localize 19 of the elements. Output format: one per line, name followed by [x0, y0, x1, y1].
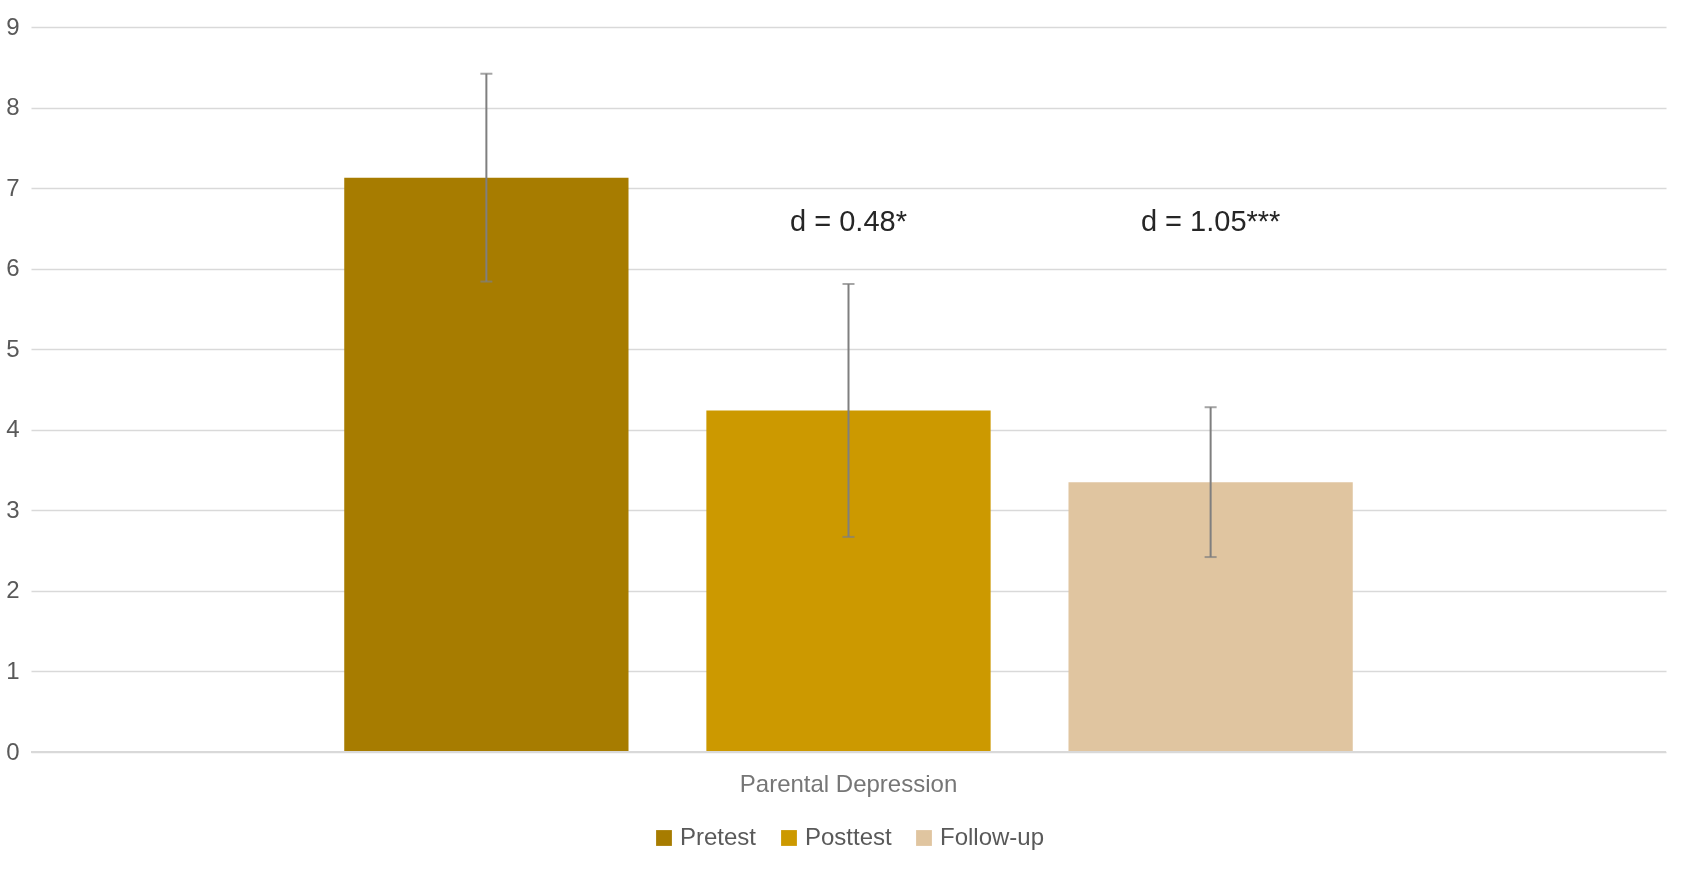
y-tick-label: 7 — [6, 173, 20, 201]
x-tick-label: Parental Depression — [739, 769, 958, 797]
y-tick-label: 0 — [6, 737, 20, 765]
legend-label: Posttest — [805, 823, 893, 850]
legend-label: Pretest — [680, 823, 757, 850]
annotation: d = 1.05*** — [1140, 205, 1281, 237]
bar — [344, 177, 629, 752]
y-tick-label: 5 — [6, 334, 20, 362]
y-tick-label: 9 — [6, 12, 20, 40]
y-tick-label: 4 — [6, 415, 20, 443]
y-tick-label: 2 — [6, 576, 20, 604]
y-tick-label: 3 — [6, 495, 20, 523]
y-tick-label: 8 — [6, 93, 20, 121]
y-tick-label: 6 — [6, 254, 20, 282]
legend-label: Follow-up — [940, 823, 1045, 850]
annotation: d = 0.48* — [790, 205, 907, 237]
y-tick-label: 1 — [6, 656, 20, 684]
bar — [706, 410, 991, 752]
bar — [1068, 482, 1353, 752]
